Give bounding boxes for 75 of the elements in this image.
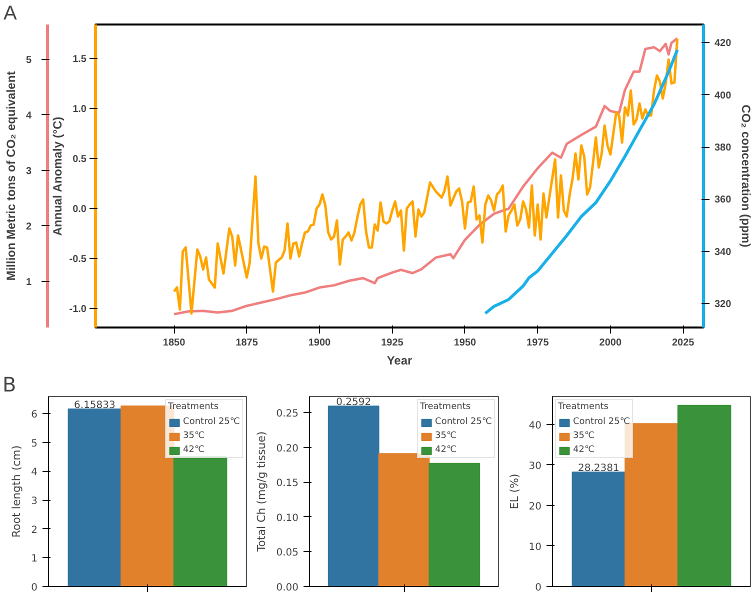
y2-tick-label: -0.5: [69, 254, 87, 265]
y-tick-label: 0: [31, 582, 38, 594]
y3-tick-label: 420: [714, 38, 732, 50]
text: A: [4, 2, 18, 24]
y-tick-label: 4: [26, 110, 32, 122]
y-tick-label: 2: [31, 524, 38, 536]
y-axis-title: EL (%): [508, 474, 521, 510]
x-tick-label: 1950: [454, 338, 477, 348]
x-tick-label: 1850: [162, 338, 186, 348]
x-axis-title: Year: [386, 354, 413, 368]
y-axis-title: Million Metric tons of CO₂ equivalent: [4, 71, 18, 281]
y-tick-label: 1: [31, 554, 38, 565]
y-tick-label: 4: [31, 467, 38, 478]
bar: [677, 404, 732, 586]
y-tick-label: 0.15: [276, 478, 298, 490]
data-label: 0.2592: [336, 397, 372, 408]
y-axis-title: Total Ch (mg/g tissue): [255, 431, 268, 553]
x-tick-label: 1900: [308, 338, 332, 348]
y-tick-label: 6: [31, 410, 38, 421]
y-tick-label: 3: [26, 166, 32, 177]
x-tick-label: 1975: [526, 338, 550, 348]
bar: [428, 462, 480, 586]
y2-tick-label: 0.0: [72, 204, 87, 215]
y3-tick-label: 320: [714, 299, 732, 310]
legend-label: 35℃: [183, 431, 205, 441]
legend-label: 42℃: [183, 445, 205, 455]
y2-tick-label: 1.0: [72, 104, 87, 115]
text: B: [2, 372, 16, 396]
y2-tick-label: 1.5: [72, 54, 87, 65]
y2-tick-label: 0.5: [72, 154, 87, 165]
y-tick-label: 10: [528, 542, 542, 553]
data-label: 6.15833: [74, 400, 116, 411]
data-label: 28.2381: [578, 463, 620, 474]
y3-tick-label: 340: [714, 246, 732, 258]
y3-tick-label: 400: [714, 90, 732, 102]
legend-title: Treatments: [420, 402, 472, 412]
y-tick-label: 1: [26, 276, 32, 288]
y-tick-label: 30: [528, 460, 542, 472]
y-tick-label: 5: [26, 54, 32, 66]
bar: [572, 472, 626, 586]
y3-tick-label: 360: [714, 194, 732, 206]
y-tick-label: 0.25: [276, 408, 298, 420]
x-tick-label: 2025: [672, 338, 695, 348]
y-tick-label: 0: [535, 582, 542, 594]
legend-label: Control 25℃: [183, 417, 240, 427]
legend-label: 35℃: [435, 431, 457, 441]
legend-label: 42℃: [573, 445, 595, 455]
bar: [378, 453, 430, 586]
legend-label: Control 25℃: [573, 417, 630, 427]
y2-axis-title: Annual Anomaly (°C): [50, 116, 64, 236]
bar: [68, 408, 122, 586]
y-tick-label: 0.05: [276, 548, 298, 559]
y-tick-label: 20: [528, 501, 542, 512]
y-tick-label: 5: [31, 438, 38, 450]
legend-title: Treatments: [558, 402, 610, 412]
legend-label: Control 25℃: [435, 417, 492, 427]
x-tick-label: 1875: [236, 338, 258, 348]
y-tick-label: 0.20: [276, 443, 298, 454]
y2-tick-label: -1.0: [69, 304, 87, 315]
legend-label: 35℃: [573, 431, 595, 441]
x-tick-label: 2000: [599, 338, 622, 348]
line-series: [484, 48, 679, 315]
y-tick-label: 2: [26, 221, 32, 232]
bar: [328, 406, 380, 586]
y-tick-label: 3: [31, 496, 38, 508]
y-tick-label: 40: [528, 420, 542, 432]
y-tick-label: 0.00: [276, 582, 298, 594]
y-tick-label: 0.10: [276, 512, 298, 524]
legend-label: 42℃: [435, 445, 457, 455]
y-axis-title: Root length (cm): [10, 445, 24, 538]
x-tick-label: 1925: [381, 338, 404, 348]
y3-axis-title: CO₂ concentration (ppm): [739, 104, 754, 248]
y3-tick-label: 380: [714, 142, 732, 154]
bar: [624, 423, 678, 586]
legend-title: Treatments: [168, 402, 220, 412]
